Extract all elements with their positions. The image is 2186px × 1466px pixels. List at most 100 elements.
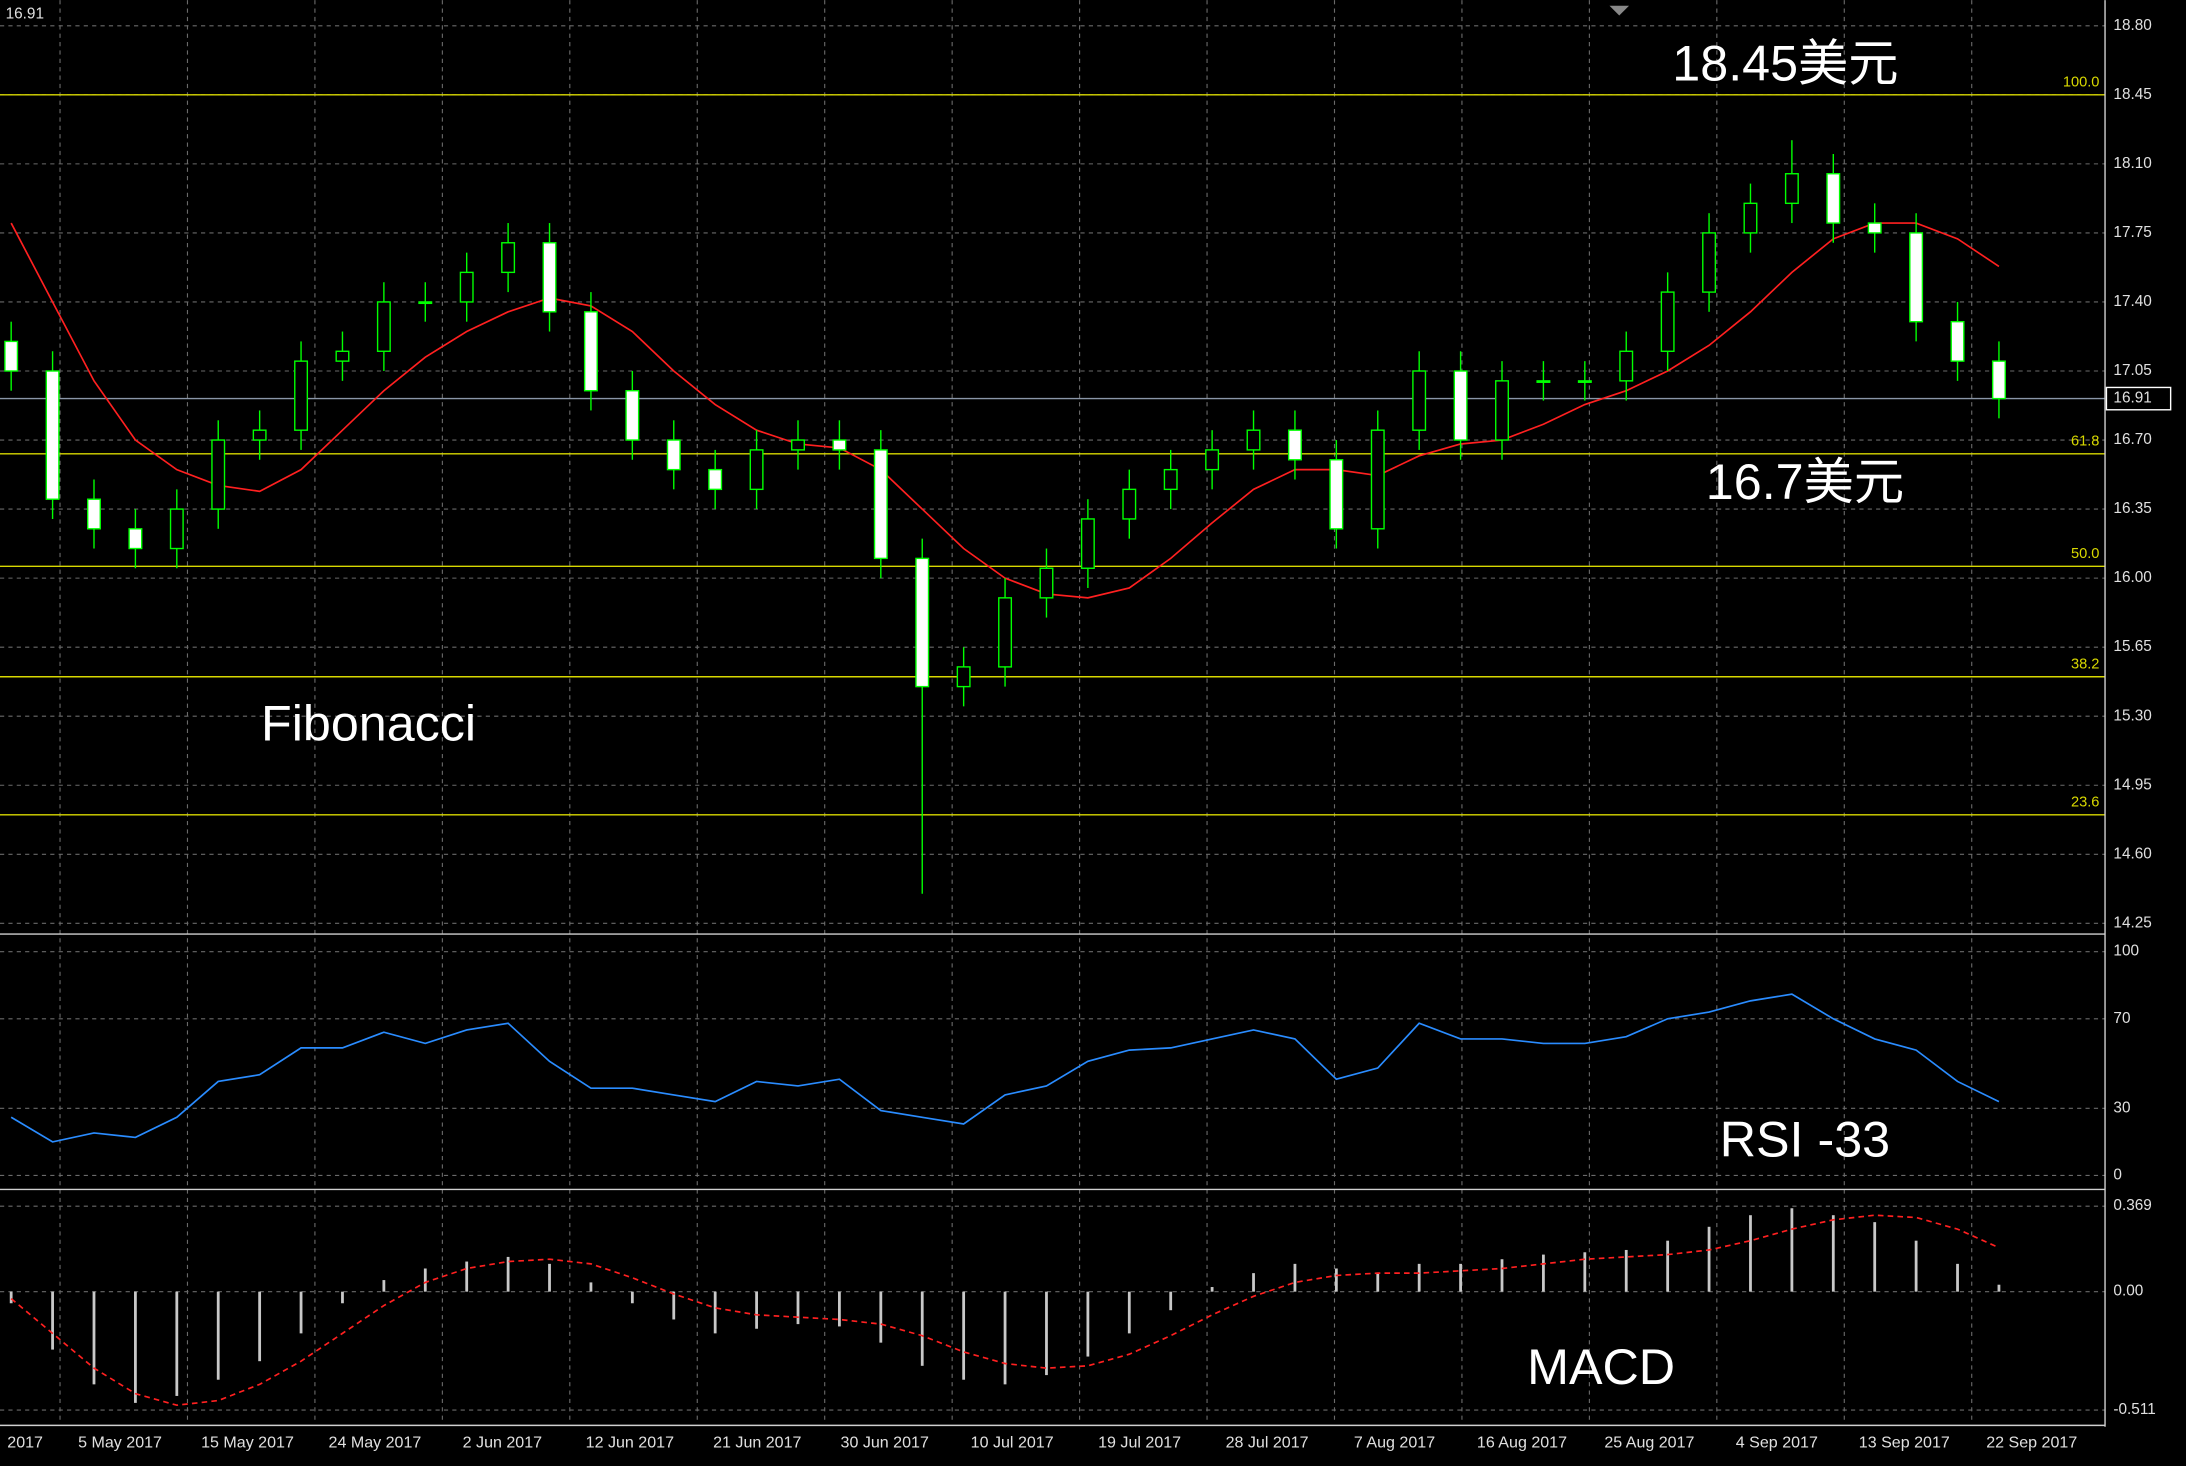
candle-body xyxy=(4,340,19,372)
x-tick-label: 2 Jun 2017 xyxy=(463,1434,542,1452)
macd-bar xyxy=(423,1268,427,1292)
candle-body xyxy=(583,311,598,392)
shift-marker xyxy=(1609,5,1630,16)
current-price-label: 16.91 xyxy=(2113,390,2151,407)
candle-body xyxy=(252,429,267,441)
candle-body xyxy=(915,557,930,688)
y-tick-label: 0.369 xyxy=(2113,1197,2151,1214)
macd-bar xyxy=(630,1291,634,1304)
macd-bar xyxy=(1542,1254,1545,1292)
x-tick-label: 15 May 2017 xyxy=(201,1434,294,1452)
x-tick-label: 5 May 2017 xyxy=(78,1434,162,1452)
fib-label: 100.0 xyxy=(2063,74,2100,90)
candle-body xyxy=(45,370,60,500)
candle-body xyxy=(1080,518,1095,569)
x-tick-label: 28 Jul 2017 xyxy=(1226,1434,1309,1452)
macd-bar xyxy=(216,1291,220,1380)
candle-body xyxy=(1660,291,1675,352)
candle-body xyxy=(708,468,723,491)
candle-body xyxy=(873,449,888,560)
x-tick-label: 21 Jun 2017 xyxy=(713,1434,801,1452)
y-tick-label: 18.80 xyxy=(2113,17,2151,34)
x-tick-label: 24 May 2017 xyxy=(329,1434,422,1452)
macd-bar xyxy=(51,1291,54,1350)
y-tick-label: 16.35 xyxy=(2113,500,2151,517)
macd-bar xyxy=(1749,1215,1752,1292)
y-tick-label: 18.45 xyxy=(2113,86,2151,103)
candle-body xyxy=(169,508,184,550)
indicator-line xyxy=(10,993,2000,1143)
candle-body xyxy=(376,301,391,352)
indicator-line xyxy=(10,1214,2000,1407)
macd-bar xyxy=(879,1291,883,1343)
candle-body xyxy=(542,242,557,313)
candle-body xyxy=(1619,350,1634,382)
annotation: 18.45美元 xyxy=(1672,35,1898,91)
macd-bar xyxy=(465,1261,469,1292)
macd-bar xyxy=(175,1291,179,1396)
macd-bar xyxy=(1252,1273,1255,1292)
macd-bar xyxy=(1127,1291,1131,1334)
macd-bar xyxy=(1500,1259,1504,1292)
y-tick-label: -0.511 xyxy=(2113,1401,2155,1418)
candle-body xyxy=(1039,567,1054,599)
fib-label: 23.6 xyxy=(2071,794,2100,810)
y-tick-label: 18.10 xyxy=(2113,155,2151,172)
x-tick-label: 7 Aug 2017 xyxy=(1354,1434,1435,1452)
candle-body xyxy=(1329,459,1344,530)
candle-body xyxy=(1702,232,1717,293)
macd-bar xyxy=(1417,1263,1421,1292)
candle-body xyxy=(1122,488,1137,520)
y-tick-label: 17.75 xyxy=(2113,224,2151,241)
y-tick-label: 14.60 xyxy=(2113,845,2151,862)
x-tick-label: 25 Aug 2017 xyxy=(1604,1434,1694,1452)
macd-bar xyxy=(92,1291,96,1385)
macd-bar xyxy=(713,1291,717,1334)
x-tick-label: 22 Sep 2017 xyxy=(1986,1434,2077,1452)
x-tick-label: 19 Jul 2017 xyxy=(1098,1434,1181,1452)
candle-body xyxy=(1991,360,2006,400)
candle-body xyxy=(1412,370,1427,431)
fib-label: 50.0 xyxy=(2071,546,2100,562)
candle-body xyxy=(625,390,640,441)
macd-bar xyxy=(299,1291,303,1334)
annotation: RSI -33 xyxy=(1720,1112,1890,1168)
annotation: Fibonacci xyxy=(261,696,476,752)
x-tick-label: 12 Jun 2017 xyxy=(586,1434,674,1452)
candle-body xyxy=(791,439,805,451)
macd-bar xyxy=(134,1291,137,1403)
macd-bar xyxy=(1956,1263,1959,1292)
y-tick-label: 17.40 xyxy=(2113,293,2151,310)
macd-bar xyxy=(1459,1263,1462,1292)
candle-body xyxy=(128,528,143,550)
y-tick-label: 0 xyxy=(2113,1167,2122,1184)
macd-bar xyxy=(1583,1252,1587,1292)
macd-bar xyxy=(9,1291,13,1304)
y-tick-label: 0.00 xyxy=(2113,1283,2143,1300)
macd-bar xyxy=(1873,1222,1877,1292)
candle-body xyxy=(1867,222,1882,234)
y-tick-label: 30 xyxy=(2113,1099,2130,1116)
macd-bar xyxy=(920,1291,924,1366)
macd-bar xyxy=(755,1291,758,1329)
x-tick-label: 2017 xyxy=(7,1434,43,1452)
macd-bar xyxy=(1831,1215,1835,1292)
macd-bar xyxy=(548,1263,551,1292)
candle-body xyxy=(1246,429,1261,451)
macd-bar xyxy=(1997,1284,2001,1292)
candle-body xyxy=(335,350,350,362)
candle-body xyxy=(666,439,681,471)
candle-body xyxy=(998,597,1013,668)
candle-body xyxy=(1495,380,1509,441)
macd-bar xyxy=(1293,1263,1297,1292)
candle-body xyxy=(1453,370,1468,441)
x-tick-label: 30 Jun 2017 xyxy=(841,1434,929,1452)
candle-body xyxy=(1577,380,1592,383)
current-price-top: 16.91 xyxy=(6,5,44,22)
candle-body xyxy=(1743,202,1758,234)
current-price-box xyxy=(2105,386,2172,411)
y-tick-label: 14.95 xyxy=(2113,776,2151,793)
macd-bar xyxy=(1707,1226,1711,1292)
macd-bar xyxy=(1003,1291,1007,1385)
